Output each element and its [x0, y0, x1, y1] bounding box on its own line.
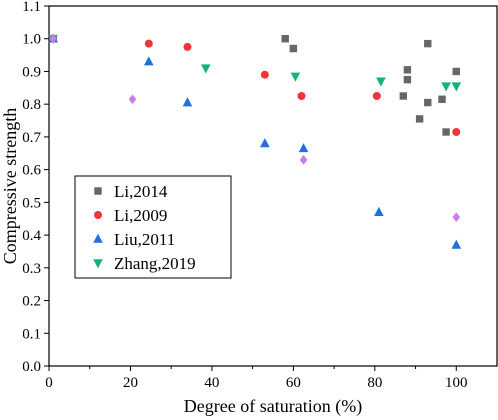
- data-point: [438, 95, 446, 103]
- x-tick-label: 80: [367, 375, 382, 391]
- legend-marker: [94, 187, 102, 195]
- data-point: [374, 206, 384, 216]
- y-tick-label: 0.9: [22, 64, 41, 80]
- data-point: [403, 75, 412, 84]
- data-point: [424, 39, 432, 48]
- y-tick-label: 0.7: [22, 130, 41, 146]
- plot-frame: [48, 5, 498, 367]
- legend-label: Li,2009: [114, 206, 167, 225]
- data-point: [399, 92, 408, 100]
- data-point: [182, 97, 193, 107]
- x-tick-label: 40: [204, 375, 219, 391]
- data-point: [281, 35, 289, 43]
- data-point: [451, 82, 462, 92]
- legend-label: Liu,2011: [114, 230, 175, 249]
- legend-marker: [94, 211, 102, 219]
- data-point: [144, 39, 153, 48]
- legend-marker: [93, 233, 103, 243]
- x-tick-label: 0: [45, 375, 53, 391]
- legend-marker: [93, 259, 103, 269]
- tick-marks: [44, 5, 457, 371]
- y-tick-labels: 0.0 0.1 0.2 0.3 0.4 0.5 0.6 0.7 0.8 0.9 1.0 1.1: [22, 0, 41, 375]
- data-point: [298, 143, 309, 153]
- series-1: [49, 34, 461, 136]
- y-tick-label: 1.1: [22, 0, 41, 15]
- x-tick-label: 100: [445, 375, 468, 391]
- data-point: [49, 33, 57, 44]
- data-point: [372, 92, 381, 100]
- data-point: [201, 64, 211, 74]
- x-axis-title: Degree of saturation (%): [184, 396, 362, 417]
- axes: [48, 5, 498, 367]
- data-point: [452, 67, 460, 76]
- data-point: [441, 82, 451, 92]
- y-tick-label: 0.3: [22, 261, 41, 277]
- legend: Li,2014 Li,2009 Liu,2011 Zhang,2019: [74, 175, 232, 279]
- data-point: [290, 72, 301, 82]
- x-tick-label: 60: [286, 375, 301, 391]
- data-point: [143, 56, 154, 66]
- data-point: [424, 98, 432, 107]
- y-tick-label: 0.8: [22, 97, 41, 113]
- data-point: [403, 66, 412, 74]
- data-points: [48, 33, 462, 249]
- series-3: [48, 34, 462, 92]
- y-tick-label: 0.2: [22, 294, 41, 310]
- x-tick-label: 20: [123, 375, 138, 391]
- y-tick-label: 0.1: [22, 326, 41, 342]
- y-tick-label: 1.0: [22, 32, 41, 48]
- series-0: [49, 35, 460, 136]
- data-point: [128, 94, 137, 105]
- data-point: [452, 212, 461, 222]
- data-point: [451, 239, 462, 249]
- data-point: [452, 128, 461, 136]
- y-axis-title: Compressive strength: [0, 108, 20, 264]
- y-tick-label: 0.5: [22, 195, 41, 211]
- legend-label: Li,2014: [114, 182, 168, 201]
- data-point: [260, 138, 270, 148]
- legend-label: Zhang,2019: [114, 254, 196, 273]
- x-tick-labels: 0 20 40 60 80 100: [45, 375, 467, 391]
- data-point: [299, 155, 308, 165]
- data-point: [442, 128, 450, 136]
- data-point: [297, 92, 306, 100]
- y-tick-label: 0.4: [22, 228, 41, 244]
- data-point: [415, 115, 424, 123]
- data-point: [183, 42, 192, 51]
- data-point: [289, 44, 298, 53]
- data-point: [260, 70, 269, 79]
- y-tick-label: 0.6: [22, 163, 41, 179]
- series-4: [49, 33, 461, 222]
- y-tick-label: 0.0: [22, 359, 41, 375]
- data-point: [376, 77, 386, 87]
